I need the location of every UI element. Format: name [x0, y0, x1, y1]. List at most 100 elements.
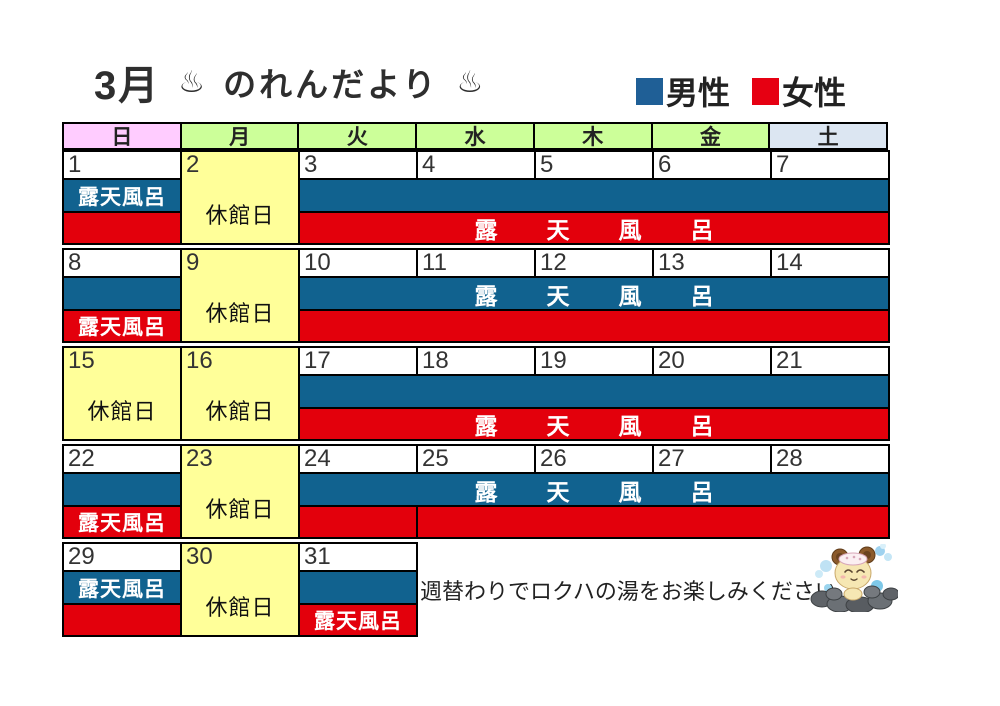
bathing-mascot-illustration: [810, 544, 898, 612]
female-band: [300, 311, 888, 341]
date-strip: 24 25 26 27 28: [300, 446, 888, 474]
closed-day-cell-23: 23 休館日: [180, 444, 300, 539]
closed-label: 休館日: [87, 398, 157, 424]
open-air-bath-label: 露 天 風 呂: [474, 282, 727, 309]
page-title: 3月 ♨ のれんだより ♨: [94, 58, 485, 108]
date-number: 15: [68, 347, 95, 374]
date-number: 10: [300, 250, 418, 276]
male-band: 露天風呂: [64, 572, 180, 605]
legend-female-label: 女性: [782, 75, 847, 111]
week-row-5: 29 露天風呂 30 休館日 31 露天風呂: [62, 542, 888, 637]
male-band: [64, 278, 180, 311]
date-number: 4: [418, 152, 536, 178]
weekday-header-木: 木: [532, 122, 653, 150]
date-number: 1: [64, 152, 180, 180]
week-row-1: 1 露天風呂 2 休館日 3 4 5 6 7 露 天 風 呂: [62, 150, 890, 245]
date-number: 12: [536, 250, 654, 276]
title-name: のれんだより: [223, 66, 439, 103]
bath-schedule-calendar: 日月火水木金土 1 露天風呂 2 休館日 3 4 5 6 7 露 天 風 呂 8 露天風呂 9 休館日 10…: [62, 122, 890, 637]
merged-days-cell-24-28: 24 25 26 27 28 露 天 風 呂: [298, 444, 890, 539]
date-number: 21: [776, 347, 803, 374]
open-air-bath-label: 露天風呂: [78, 185, 166, 209]
open-air-bath-label: 露天風呂: [78, 316, 166, 339]
closed-label: 休館日: [205, 202, 275, 228]
closed-day-cell-9: 9 休館日: [180, 248, 300, 343]
date-number: 19: [536, 348, 654, 374]
closed-label: 休館日: [205, 300, 275, 326]
date-number: 20: [654, 348, 772, 374]
male-band: [300, 180, 888, 213]
date-number: 23: [186, 445, 213, 472]
male-band: 露 天 風 呂: [300, 278, 888, 311]
week-row-3: 15 休館日 16 休館日 17 18 19 20 21 露 天 風 呂: [62, 346, 890, 441]
open-air-bath-label: 露天風呂: [78, 512, 166, 535]
merged-days-cell-10-14: 10 11 12 13 14 露 天 風 呂: [298, 248, 890, 343]
day-cell-1: 1 露天風呂: [62, 150, 182, 245]
legend-male-label: 男性: [666, 75, 731, 111]
weekday-header-水: 水: [415, 122, 535, 150]
closed-day-cell-30: 30 休館日: [180, 542, 300, 637]
male-band: 露 天 風 呂: [300, 474, 888, 507]
weekday-header-row: 日月火水木金土: [62, 122, 889, 150]
date-number: 24: [300, 446, 418, 472]
legend-male: 男性: [636, 68, 730, 114]
female-band-divider: [416, 507, 418, 537]
date-number: 3: [300, 152, 418, 178]
female-band: [64, 213, 180, 243]
hot-spring-icon: ♨: [456, 65, 484, 99]
weekday-header-月: 月: [179, 122, 300, 150]
closed-day-cell-16: 16 休館日: [180, 346, 300, 441]
female-band: [64, 605, 180, 635]
date-number: 2: [186, 151, 200, 178]
female-band: 露 天 風 呂: [300, 409, 888, 439]
open-air-bath-label: 露 天 風 呂: [474, 217, 727, 243]
date-number: 28: [776, 445, 803, 472]
date-number: 22: [64, 446, 180, 474]
date-number: 5: [536, 152, 654, 178]
weekday-header-土: 土: [768, 122, 889, 150]
date-number: 30: [186, 543, 213, 570]
legend-female: 女性: [752, 68, 846, 114]
day-cell-8: 8 露天風呂: [62, 248, 182, 343]
title-month: 3月: [94, 64, 161, 108]
date-number: 27: [654, 446, 772, 472]
merged-days-cell-17-21: 17 18 19 20 21 露 天 風 呂: [298, 346, 890, 441]
date-number: 13: [654, 250, 772, 276]
legend: 男性 女性: [636, 72, 846, 111]
date-number: 26: [536, 446, 654, 472]
date-strip: 17 18 19 20 21: [300, 348, 888, 376]
open-air-bath-label: 露 天 風 呂: [474, 478, 727, 505]
male-color-swatch: [636, 77, 663, 105]
female-band: 露天風呂: [64, 311, 180, 341]
closed-label: 休館日: [205, 496, 275, 522]
closed-day-cell-15: 15 休館日: [62, 346, 182, 441]
date-number: 16: [186, 347, 213, 374]
open-air-bath-label: 露 天 風 呂: [474, 413, 727, 439]
weekday-header-金: 金: [650, 122, 771, 150]
male-band: [300, 376, 888, 409]
date-number: 8: [64, 250, 180, 278]
date-number: 6: [654, 152, 772, 178]
footer-message: 週替わりでロクハの湯をお楽しみください: [420, 579, 837, 604]
week-row-4: 22 露天風呂 23 休館日 24 25 26 27 28 露 天 風 呂: [62, 444, 890, 539]
open-air-bath-label: 露天風呂: [314, 610, 402, 633]
day-cell-29: 29 露天風呂: [62, 542, 182, 637]
closed-label: 休館日: [205, 594, 275, 620]
female-band: 露 天 風 呂: [300, 213, 888, 243]
day-cell-22: 22 露天風呂: [62, 444, 182, 539]
date-number: 25: [418, 446, 536, 472]
date-number: 7: [776, 151, 790, 178]
date-number: 14: [776, 249, 803, 276]
female-band: [300, 507, 888, 537]
closed-day-cell-2: 2 休館日: [180, 150, 300, 245]
date-number: 17: [300, 348, 418, 374]
date-number: 31: [300, 544, 416, 572]
week-row-2: 8 露天風呂 9 休館日 10 11 12 13 14 露 天 風 呂: [62, 248, 890, 343]
hot-spring-icon: ♨: [178, 65, 206, 99]
closed-label: 休館日: [205, 398, 275, 424]
date-strip: 10 11 12 13 14: [300, 250, 888, 278]
day-cell-31: 31 露天風呂: [298, 542, 418, 637]
male-band: 露天風呂: [64, 180, 180, 213]
female-color-swatch: [752, 77, 780, 105]
